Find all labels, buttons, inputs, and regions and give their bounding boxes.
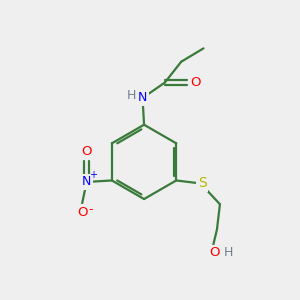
Text: N: N [82, 176, 91, 188]
Text: O: O [210, 246, 220, 259]
Text: O: O [81, 145, 92, 158]
Text: O: O [77, 206, 87, 219]
Text: O: O [190, 76, 201, 89]
Text: -: - [89, 203, 93, 216]
Text: S: S [198, 176, 206, 190]
Text: N: N [138, 92, 147, 104]
Text: H: H [127, 89, 136, 102]
Text: +: + [89, 170, 97, 180]
Text: H: H [224, 246, 233, 259]
